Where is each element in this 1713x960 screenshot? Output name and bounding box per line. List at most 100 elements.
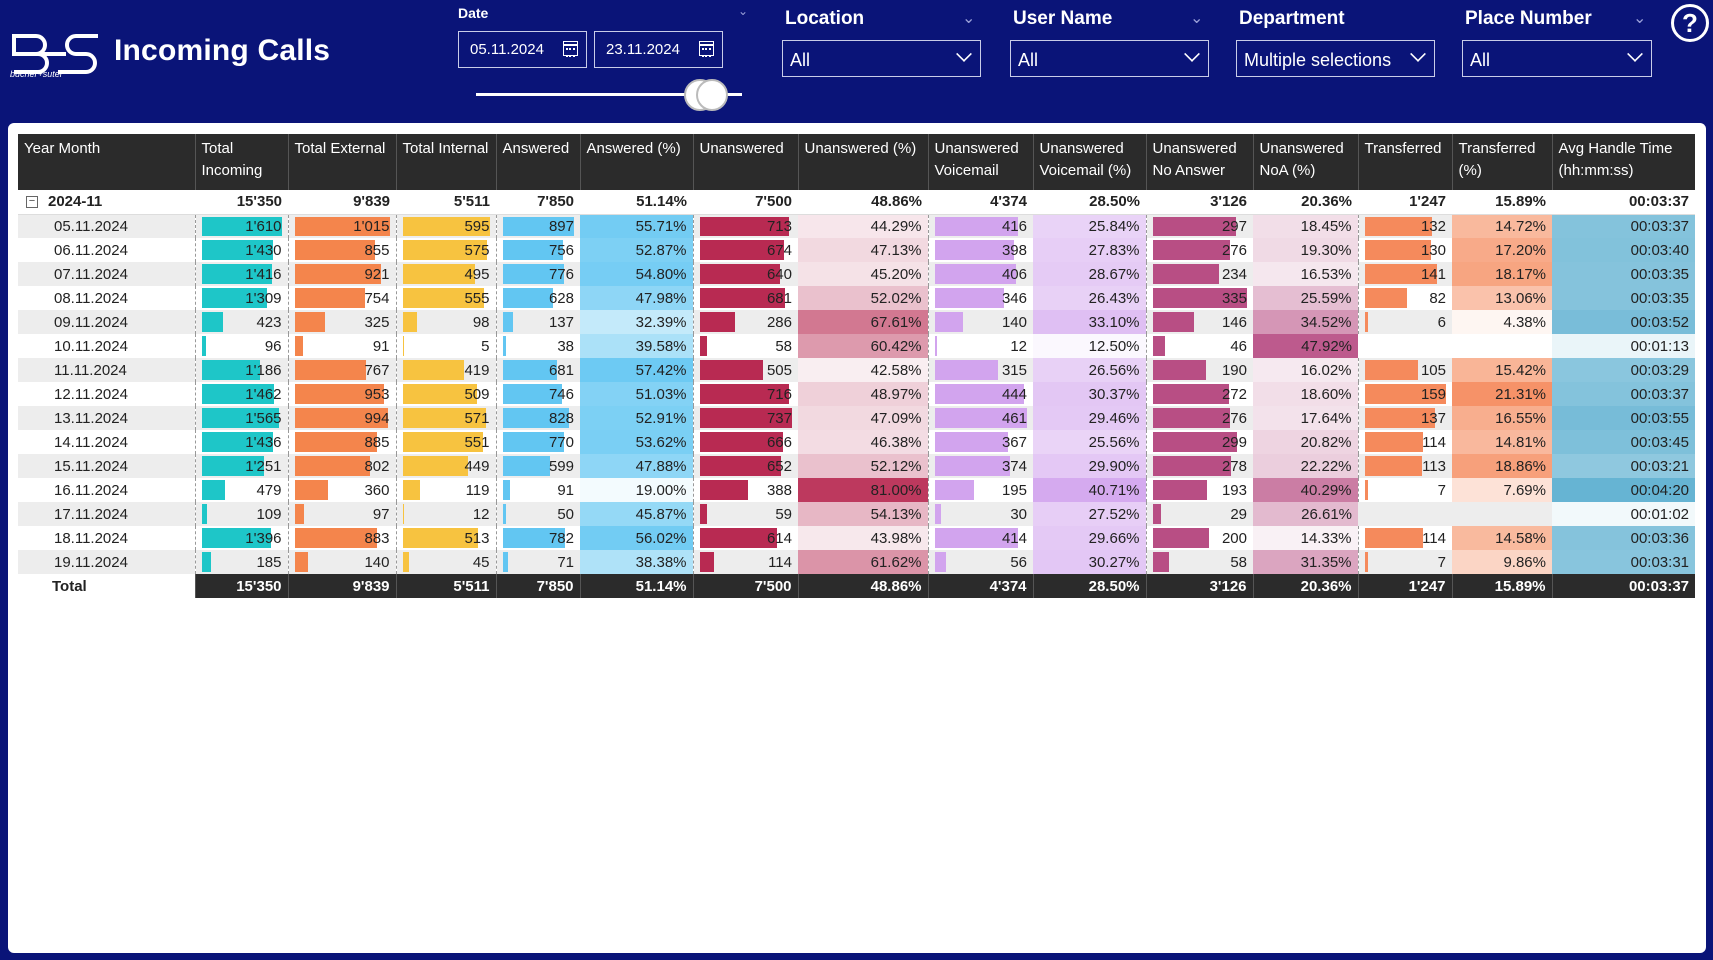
data-bar (201, 504, 207, 524)
table-row[interactable]: 19.11.2024 185 140 45 71 38.38% 114 61.62% 56 30.… (18, 550, 1695, 574)
table-row[interactable]: 15.11.2024 1'251 802 449 599 47.88% 652 52.12% 3… (18, 454, 1695, 478)
column-header[interactable]: Avg Handle Time (hh:mm:ss) (1551, 134, 1695, 190)
chevron-down-icon[interactable]: ⌄ (1190, 10, 1204, 27)
cell-value: 883 (364, 529, 390, 547)
table-row[interactable]: 18.11.2024 1'396 883 513 782 56.02% 614 43.98% 4… (18, 526, 1695, 550)
table-cell: 19.00% (580, 478, 693, 502)
cell-value: 234 (1221, 265, 1247, 283)
cell-value: 17.20% (1495, 241, 1546, 259)
data-bar (699, 384, 790, 404)
table-row[interactable]: 14.11.2024 1'436 885 551 770 53.62% 666 46.38% 3… (18, 430, 1695, 454)
cell-value: 30 (1010, 505, 1027, 523)
cell-value: 00:03:35 (1630, 265, 1689, 283)
table-row[interactable]: 07.11.2024 1'416 921 495 776 54.80% 640 45.20% 4… (18, 262, 1695, 286)
table-cell: 802 (287, 454, 396, 478)
cell-value: 360 (364, 481, 390, 499)
cell-value: 47.88% (635, 457, 687, 475)
group-label[interactable]: −2024-11 (18, 190, 195, 215)
location-dropdown[interactable]: All (782, 40, 981, 77)
table-cell: 193 (1145, 478, 1253, 502)
cell-value: 52.87% (635, 241, 687, 259)
data-bar (934, 456, 1010, 476)
cell-value: 00:03:52 (1630, 313, 1689, 331)
chevron-down-icon[interactable]: ⌄ (738, 4, 749, 18)
cell-value: 13.06% (1495, 289, 1546, 307)
table-row[interactable]: 13.11.2024 1'565 994 571 828 52.91% 737 47.09% 4… (18, 406, 1695, 430)
table-row[interactable]: 08.11.2024 1'309 754 555 628 47.98% 681 52.02% 3… (18, 286, 1695, 310)
row-label: 06.11.2024 (54, 241, 128, 259)
table-row[interactable]: 11.11.2024 1'186 767 419 681 57.42% 505 42.58% 3… (18, 358, 1695, 382)
column-header[interactable]: Transferred (1357, 134, 1452, 190)
table-cell: 12 (395, 502, 496, 526)
table-row[interactable]: 10.11.2024 96 91 5 38 39.58% 58 60.42% 12 12.50% 4… (18, 334, 1695, 358)
calendar-icon[interactable] (563, 41, 578, 57)
cell-value: 1'416 (245, 265, 282, 283)
department-value: Multiple selections (1244, 50, 1392, 70)
table-cell: 140 (927, 310, 1033, 334)
table-cell: 00:01:13 (1552, 334, 1695, 358)
column-header[interactable]: Unanswered Voicemail (%) (1032, 134, 1146, 190)
slider-handle-end[interactable] (696, 79, 728, 111)
place-number-dropdown[interactable]: All (1462, 40, 1652, 77)
table-cell: 7 (1357, 550, 1452, 574)
column-header[interactable]: Answered (%) (579, 134, 693, 190)
date-end-input[interactable]: 23.11.2024 (594, 31, 723, 68)
table-cell: 17.64% (1253, 406, 1358, 430)
department-dropdown[interactable]: Multiple selections (1236, 40, 1435, 77)
data-bar (502, 288, 553, 308)
data-bar (201, 240, 273, 260)
table-cell: 00:04:20 (1552, 478, 1695, 502)
table-row[interactable]: 05.11.2024 1'610 1'015 595 897 55.71% 713 44.29… (18, 214, 1695, 238)
cell-value: 406 (1001, 265, 1027, 283)
table-row[interactable]: 09.11.2024 423 325 98 137 32.39% 286 67.61% 140 3… (18, 310, 1695, 334)
table-cell: 29 (1145, 502, 1253, 526)
date-range-slider[interactable] (476, 93, 742, 96)
data-bar (1152, 336, 1166, 356)
data-bar (1364, 288, 1407, 308)
table-row[interactable]: 06.11.2024 1'430 855 575 756 52.87% 674 47.13% 3… (18, 238, 1695, 262)
table-cell: 14.33% (1253, 526, 1358, 550)
table-cell: 461 (927, 406, 1033, 430)
table-row[interactable]: 17.11.2024 109 97 12 50 45.87% 59 54.13% 30 27.52… (18, 502, 1695, 526)
data-bar (502, 312, 514, 332)
calendar-icon[interactable] (699, 41, 714, 57)
date-start-input[interactable]: 05.11.2024 (458, 31, 587, 68)
help-icon[interactable]: ? (1671, 4, 1709, 42)
chevron-down-icon[interactable]: ⌄ (962, 10, 976, 27)
table-cell: 5 (395, 334, 496, 358)
data-bar (294, 336, 304, 356)
total-cell: 1'247 (1357, 574, 1452, 598)
data-bar (502, 480, 510, 500)
column-header[interactable]: Unanswered NoA (%) (1252, 134, 1358, 190)
table-row[interactable]: 16.11.2024 479 360 119 91 19.00% 388 81.00% 195 4… (18, 478, 1695, 502)
column-header[interactable]: Unanswered No Answer (1145, 134, 1253, 190)
cell-value: 00:03:21 (1630, 457, 1689, 475)
row-label: 10.11.2024 (54, 337, 128, 355)
cell-value: 00:03:37 (1630, 217, 1689, 235)
cell-value: 30.27% (1088, 553, 1140, 571)
column-header[interactable]: Transferred (%) (1451, 134, 1552, 190)
table-row[interactable]: 12.11.2024 1'462 953 509 746 51.03% 716 48.97% 4… (18, 382, 1695, 406)
user-name-value: All (1018, 50, 1039, 70)
column-header[interactable]: Total Internal (395, 134, 496, 190)
chevron-down-icon[interactable]: ⌄ (1633, 10, 1647, 27)
data-bar (294, 432, 378, 452)
cell-value: 48.97% (870, 385, 922, 403)
user-name-dropdown[interactable]: All (1010, 40, 1209, 77)
collapse-icon[interactable]: − (26, 196, 38, 209)
group-cell: 3'126 (1146, 190, 1253, 215)
table-cell: 6 (1357, 310, 1452, 334)
table-cell: 278 (1145, 454, 1253, 478)
column-header[interactable]: Total Incoming (194, 134, 288, 190)
data-bar (294, 384, 384, 404)
column-header[interactable]: Unanswered Voicemail (927, 134, 1033, 190)
column-header[interactable]: Answered (495, 134, 580, 190)
table-cell: 18.17% (1452, 262, 1552, 286)
column-header[interactable]: Unanswered (692, 134, 798, 190)
column-header[interactable]: Total External (287, 134, 396, 190)
table-cell: 414 (927, 526, 1033, 550)
column-header[interactable]: Unanswered (%) (797, 134, 928, 190)
data-bar (699, 552, 714, 572)
column-header[interactable]: Year Month (18, 134, 195, 190)
table-cell: 479 (194, 478, 288, 502)
